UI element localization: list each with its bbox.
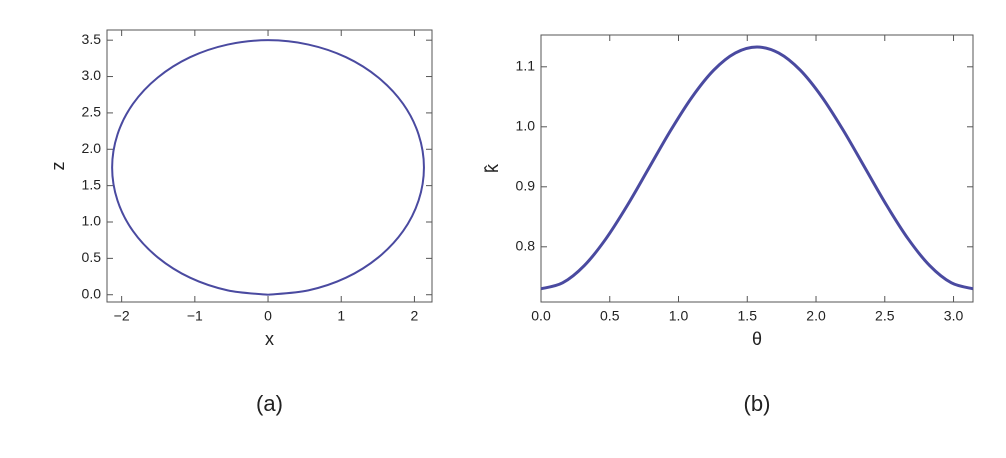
y-tick-label: 3.0 [82,67,102,83]
caption: (b) [744,391,771,416]
y-tick-label: 0.9 [516,178,536,194]
y-tick-label: 0.0 [82,285,102,301]
x-tick-label: 0.5 [600,308,620,324]
y-axis-label: k̂ [482,163,502,173]
plot-frame [106,29,433,303]
y-axis-label: z [48,162,68,171]
y-tick-label: 1.1 [516,58,536,74]
y-tick-label: 1.0 [82,213,102,229]
data-line [540,45,974,291]
x-tick-label: −1 [187,308,203,324]
x-tick-label: −2 [114,308,130,324]
y-tick-label: 2.5 [82,104,102,120]
caption: (a) [256,391,283,416]
y-tick-label: 0.5 [82,249,102,265]
x-tick-label: 3.0 [944,308,964,324]
plot-frame [540,34,974,303]
x-axis-label: x [265,329,274,349]
y-tick-label: 0.8 [516,238,536,254]
x-tick-label: 1.5 [738,308,758,324]
x-tick-label: 1.0 [669,308,689,324]
data-line [111,39,425,296]
y-tick-label: 1.5 [82,176,102,192]
x-tick-label: 0.0 [531,308,551,324]
x-tick-label: 0 [264,308,272,324]
x-tick-label: 2.5 [875,308,895,324]
x-tick-label: 1 [337,308,345,324]
y-tick-label: 3.5 [82,31,102,47]
x-tick-label: 2 [411,308,419,324]
y-tick-label: 1.0 [516,118,536,134]
y-tick-label: 2.0 [82,140,102,156]
x-axis-label: θ [752,329,762,349]
x-tick-label: 2.0 [806,308,826,324]
